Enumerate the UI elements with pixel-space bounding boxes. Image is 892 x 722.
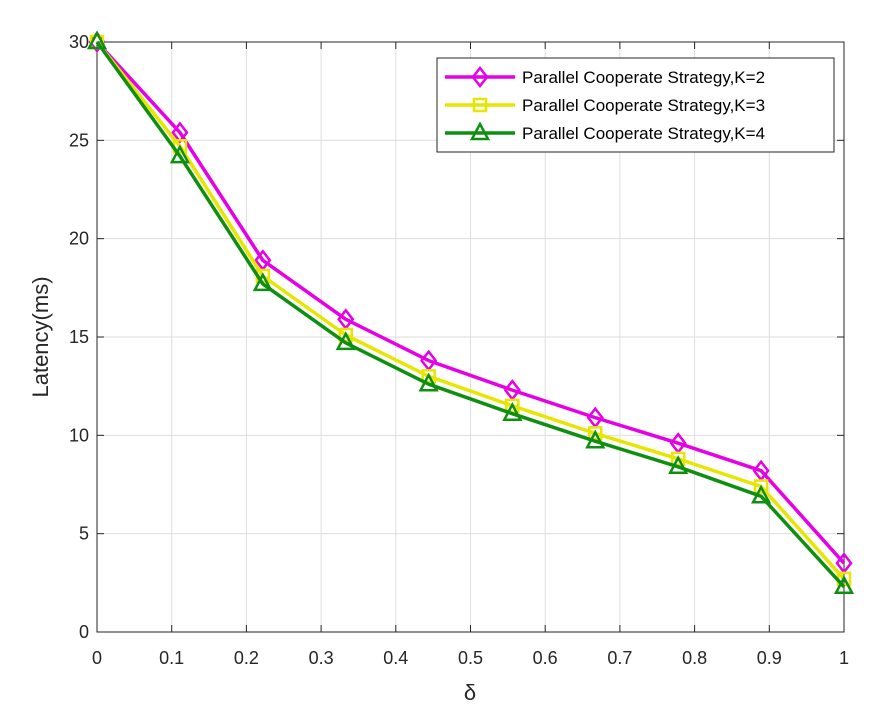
legend-label: Parallel Cooperate Strategy,K=4 <box>522 124 765 143</box>
y-tick-label: 20 <box>69 229 89 249</box>
x-tick-label: 0 <box>92 648 102 668</box>
y-tick-label: 15 <box>69 327 89 347</box>
y-tick-label: 5 <box>79 524 89 544</box>
y-tick-label: 10 <box>69 425 89 445</box>
legend-label: Parallel Cooperate Strategy,K=2 <box>522 68 765 87</box>
data-point-triangle <box>169 144 191 164</box>
data-point-triangle <box>252 272 273 292</box>
y-tick-label: 30 <box>69 32 89 52</box>
data-point-square <box>505 398 520 414</box>
legend-marker-square <box>472 97 488 113</box>
x-tick-label: 0.5 <box>458 648 483 668</box>
x-tick-label: 1 <box>839 648 849 668</box>
data-point-square <box>670 451 686 467</box>
x-tick-label: 0.9 <box>757 648 782 668</box>
x-tick-label: 0.3 <box>309 648 334 668</box>
x-tick-label: 0.8 <box>682 648 707 668</box>
x-tick-label: 0.2 <box>234 648 259 668</box>
x-tick-label: 0.7 <box>607 648 632 668</box>
series-group <box>86 30 855 595</box>
x-tick-label: 0.6 <box>533 648 558 668</box>
series-line <box>95 40 846 588</box>
x-tick-label: 0.4 <box>383 648 408 668</box>
legend-marker-diamond <box>471 65 489 89</box>
series-3 <box>86 30 855 595</box>
data-point-triangle <box>86 30 108 50</box>
y-tick-label: 25 <box>69 130 89 150</box>
data-point-square <box>587 426 603 441</box>
data-point-square <box>255 268 271 284</box>
legend-marker-triangle <box>469 121 491 141</box>
series-line <box>95 40 846 565</box>
legend: Parallel Cooperate Strategy,K=2 Parallel … <box>436 57 835 153</box>
y-axis-label: Latency(ms) <box>28 276 53 397</box>
data-point-triangle <box>418 372 439 392</box>
legend-label: Parallel Cooperate Strategy,K=3 <box>522 96 765 115</box>
data-point-square <box>421 369 436 384</box>
data-point-square <box>753 479 769 494</box>
data-point-triangle <box>833 575 855 595</box>
data-point-diamond <box>88 30 106 54</box>
legend-box <box>436 57 835 153</box>
data-point-triangle <box>585 429 606 449</box>
axis-ticks: 0 0.1 0.2 0.3 0.4 0.5 0.6 0.7 0.8 0.9 105101520253… <box>69 32 849 668</box>
x-tick-label: 0.1 <box>159 648 184 668</box>
legend-item: Parallel Cooperate Strategy,K=2 <box>445 65 765 89</box>
data-point-triangle <box>335 331 356 351</box>
legend-item: Parallel Cooperate Strategy,K=4 <box>445 121 765 143</box>
x-axis-label: δ <box>464 680 476 705</box>
legend-item: Parallel Cooperate Strategy,K=3 <box>445 96 765 115</box>
data-point-triangle <box>668 455 689 475</box>
data-point-triangle <box>502 402 523 421</box>
y-tick-label: 0 <box>79 622 89 642</box>
data-point-triangle <box>750 484 772 504</box>
series-line <box>95 40 846 581</box>
